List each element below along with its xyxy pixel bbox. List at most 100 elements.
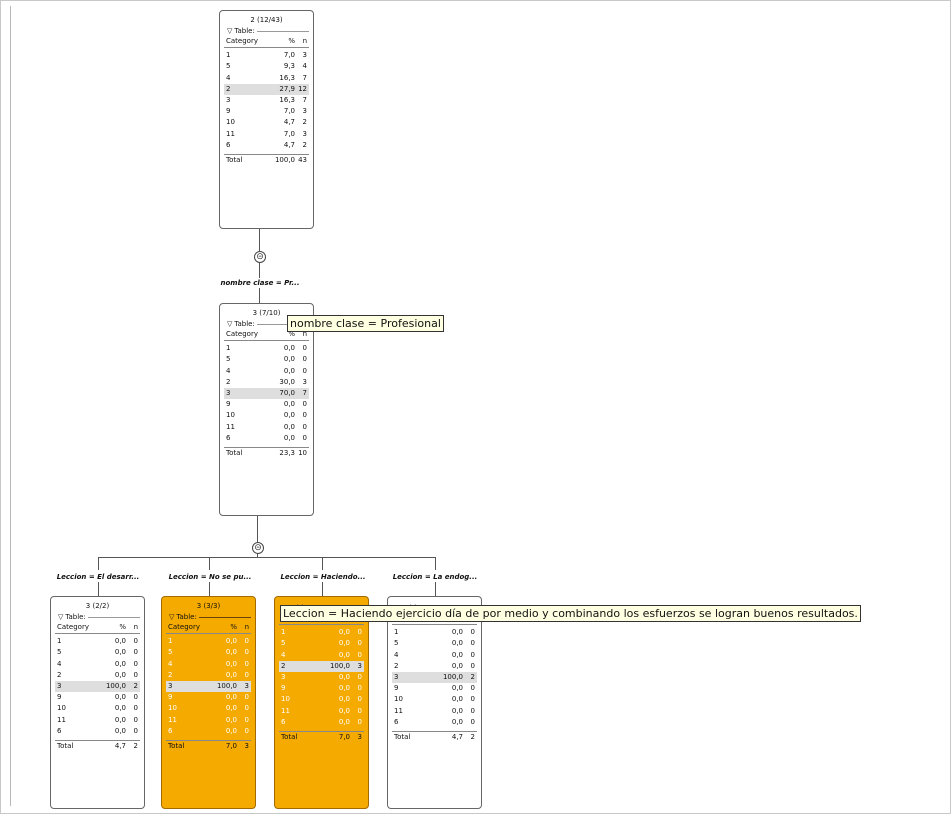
table-row: 10 0,0 0: [392, 694, 477, 705]
table-cell: 30,0: [279, 377, 295, 386]
table-row: 5 0,0 0: [55, 647, 140, 658]
collapse-toggle-root[interactable]: ⊝: [254, 251, 266, 263]
table-cell: 0: [470, 628, 475, 637]
table-cell: 3: [302, 107, 307, 116]
connector: [322, 557, 323, 570]
table-row: 1 7,0 3: [224, 50, 309, 61]
table-row: 3 100,0 2: [392, 671, 477, 684]
connector: [98, 557, 99, 570]
table-cell: 0: [357, 706, 362, 715]
table-section-header[interactable]: ▽Table:: [166, 613, 251, 621]
table-cell: 0,0: [338, 684, 350, 693]
tree-node-root[interactable]: 2 (12/43) ▽ Table: Category% n 1 7,0 3 5 9,3 4 4 16,…: [219, 10, 314, 229]
table-cell: 9: [57, 693, 62, 702]
table-cell: 10: [394, 695, 403, 704]
table-cell: 0,0: [451, 661, 463, 670]
table-cell: 1: [226, 51, 231, 60]
table-section-header[interactable]: ▽Table:: [55, 613, 140, 621]
table-cell: 7,0: [283, 129, 295, 138]
table-cell: 4: [226, 73, 231, 82]
table-cell: 0: [244, 693, 249, 702]
tree-node-leaf[interactable]: ▽Table:Category%n10,0050,0040,0020,00310…: [387, 596, 482, 809]
table-cell: 0: [357, 639, 362, 648]
table-cell: 0,0: [283, 355, 295, 364]
table-cell: 9: [394, 684, 399, 693]
table-section-header[interactable]: ▽Table:: [224, 320, 309, 328]
table-cell: 0,0: [225, 693, 237, 702]
connector: [209, 557, 210, 570]
table-cell: 0: [133, 704, 138, 713]
table-cell: 0,0: [338, 650, 350, 659]
tree-node-leaf[interactable]: 3 (2/2) ▽ Table: Category% n 1 0,0 0 5 0,0 0 4 0,0 0 2…: [50, 596, 145, 809]
table-cell: 10: [226, 411, 235, 420]
table-row: 4 0,0 0: [392, 650, 477, 661]
tree-node-leaf-highlighted[interactable]: 3 (3/3) ▽ Table: Category% n 1 0,0 0 5 0,0 0 4 0,0 0 2…: [161, 596, 256, 809]
table-cell: 4: [394, 650, 399, 659]
column-header: n: [133, 623, 138, 631]
table-cell: 0: [470, 661, 475, 670]
table-cell: 1: [226, 344, 231, 353]
table-cell: 3: [226, 388, 231, 397]
table-cell: 0: [302, 433, 307, 442]
table-cell: 7,0: [338, 732, 350, 741]
table-cell: 2: [302, 118, 307, 127]
table-row: 6 0,0 0: [279, 717, 364, 728]
connector: [257, 516, 258, 542]
table-cell: 9,3: [283, 62, 295, 71]
node-title: 3 (3/3): [196, 602, 221, 610]
table-cell: 3: [226, 95, 231, 104]
table-cell: 0,0: [225, 704, 237, 713]
collapse-toggle-node[interactable]: ⊝: [252, 542, 264, 554]
table-cell: 0: [244, 704, 249, 713]
table-cell: 0: [244, 659, 249, 668]
collapse-triangle-icon[interactable]: ▽: [169, 613, 175, 621]
table-row: 4 0,0 0: [55, 659, 140, 670]
table-cell: Total: [394, 732, 411, 741]
column-header: Category: [57, 623, 89, 631]
table-header-row: Category% n: [55, 622, 140, 635]
connector: [209, 582, 210, 596]
table-row: 11 0,0 0: [166, 715, 251, 726]
table-cell: 4,7: [283, 118, 295, 127]
table-row: 1 0,0 0: [224, 343, 309, 354]
table-cell: 0,0: [451, 684, 463, 693]
table-cell: 0: [357, 628, 362, 637]
table-section-header[interactable]: ▽Table:: [224, 27, 309, 35]
table-cell: 5: [168, 648, 173, 657]
table-total-row: Total 7,0 3: [279, 730, 364, 743]
tree-node-leaf-highlighted[interactable]: ▽Table:Category%n10,0050,0040,002100,033…: [274, 596, 369, 809]
table-cell: 4: [302, 62, 307, 71]
table-cell: 3: [302, 129, 307, 138]
edge-label: nombre clase = Pr...: [220, 279, 300, 287]
table-cell: 3: [302, 377, 307, 386]
table-cell: 9: [168, 693, 173, 702]
table-cell: 0,0: [338, 672, 350, 681]
collapse-triangle-icon[interactable]: ▽: [227, 320, 233, 328]
connector: [259, 288, 260, 303]
collapse-triangle-icon[interactable]: ▽: [58, 613, 64, 621]
table-row: 9 0,0 0: [166, 692, 251, 703]
column-header: n: [302, 37, 307, 45]
table-row: 6 4,7 2: [224, 140, 309, 151]
table-cell: 10: [226, 118, 235, 127]
table-cell: 100,0: [216, 681, 237, 690]
node-title: 3 (7/10): [252, 309, 281, 317]
tree-node-profesional[interactable]: 3 (7/10) ▽ Table: Category% n 1 0,0 0 5 0,0 0 4 0,0 0…: [219, 303, 314, 516]
table-cell: 9: [226, 107, 231, 116]
table-cell: 0,0: [114, 659, 126, 668]
table-row: 5 0,0 0: [166, 647, 251, 658]
table-row: 1 0,0 0: [166, 636, 251, 647]
table-cell: 3: [244, 681, 249, 690]
table-cell: 0: [133, 670, 138, 679]
table-cell: 6: [226, 140, 231, 149]
table-row: 3 16,3 7: [224, 95, 309, 106]
table-cell: 12: [298, 84, 307, 93]
table-cell: 5: [226, 62, 231, 71]
table-row: 4 16,3 7: [224, 73, 309, 84]
connector: [435, 557, 436, 570]
table-cell: 70,0: [279, 388, 295, 397]
table-cell: 2: [470, 672, 475, 681]
table-cell: 0: [133, 637, 138, 646]
collapse-triangle-icon[interactable]: ▽: [227, 27, 233, 35]
table-row: 5 0,0 0: [279, 638, 364, 649]
